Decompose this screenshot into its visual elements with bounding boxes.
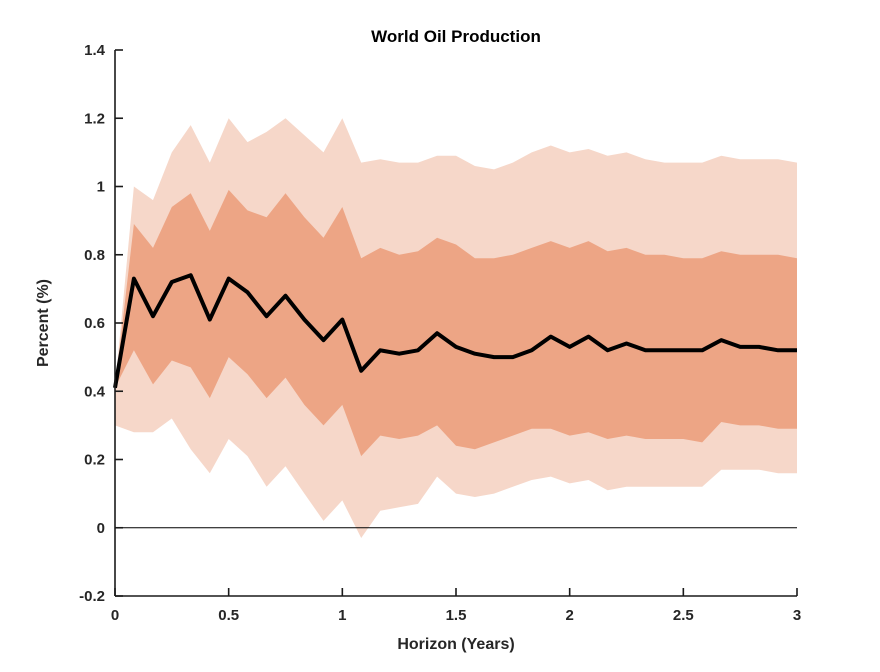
y-tick-label: -0.2 [79, 588, 105, 605]
x-tick-label: 1 [338, 607, 346, 624]
y-tick-label: 0.8 [84, 247, 105, 264]
chart-title: World Oil Production [371, 27, 541, 46]
y-tick-label: 1.2 [84, 110, 105, 127]
x-axis-label: Horizon (Years) [397, 636, 514, 653]
y-tick-label: 0 [97, 520, 105, 537]
x-tick-label: 0 [111, 607, 119, 624]
y-tick-label: 0.6 [84, 315, 105, 332]
y-axis-label: Percent (%) [35, 279, 52, 367]
x-tick-label: 0.5 [218, 607, 239, 624]
y-tick-label: 0.4 [84, 383, 106, 400]
point-estimate-line [113, 273, 797, 389]
y-tick-label: 1 [97, 179, 105, 196]
confidence-band-inner [115, 189, 797, 457]
plot-area: 0 0.5 1 1.5 2 2.5 3 -0.2 0 0.2 0.4 0.6 0.8 1 1.2 1.4 [79, 42, 801, 624]
x-tick-label: 3 [793, 607, 801, 624]
x-tick-label: 2.5 [673, 607, 694, 624]
y-tick-label: 1.4 [84, 42, 106, 59]
x-tick-label: 1.5 [446, 607, 467, 624]
x-tick-label: 2 [565, 607, 573, 624]
y-tick-label: 0.2 [84, 452, 105, 469]
